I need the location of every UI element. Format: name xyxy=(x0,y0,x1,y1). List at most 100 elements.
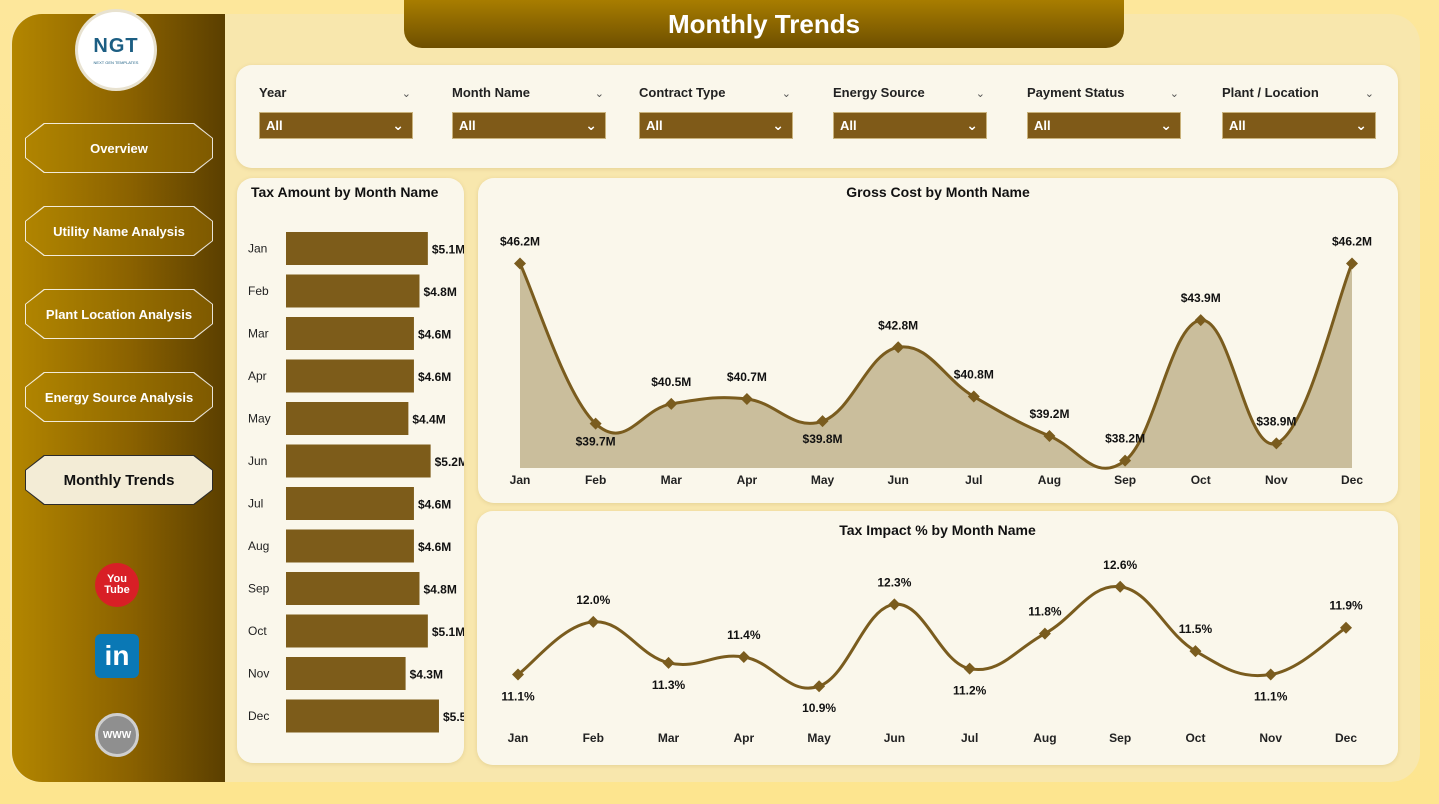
tax-amount-bar-chart: Jan $5.1M Feb $4.8M Mar $4.6M Apr $4.6M May $4.4M… xyxy=(248,232,476,733)
gross-cost-data-label: $38.9M xyxy=(1256,414,1296,428)
filter-contract-type-select[interactable]: All ⌄ xyxy=(639,112,793,139)
tax-impact-point xyxy=(737,650,750,663)
tax-impact-x-tick-label: Dec xyxy=(1335,731,1357,745)
gross-cost-data-label: $38.2M xyxy=(1105,432,1145,446)
filter-year: Year ⌄ All ⌄ xyxy=(259,85,413,139)
chevron-down-icon: ⌄ xyxy=(966,117,978,133)
website-globe-icon[interactable]: WWW xyxy=(95,713,139,757)
tax-bar-data-label: $4.3M xyxy=(410,668,443,682)
tax-bar-category-label: Sep xyxy=(248,582,270,596)
gross-cost-point xyxy=(589,417,602,430)
tax-impact-point xyxy=(587,615,600,628)
filter-plant-location-select[interactable]: All ⌄ xyxy=(1222,112,1376,139)
tax-bar xyxy=(286,232,428,265)
gross-cost-x-tick-label: May xyxy=(811,473,835,487)
nav-utility-name-analysis-label: Utility Name Analysis xyxy=(53,223,185,239)
filter-contract-type-label: Contract Type xyxy=(639,85,726,100)
gross-cost-point xyxy=(665,397,678,410)
nav-overview-label: Overview xyxy=(90,140,148,156)
filter-energy-source: Energy Source ⌄ All ⌄ xyxy=(833,85,987,139)
filter-month-name-chevron-icon[interactable]: ⌄ xyxy=(594,88,604,100)
tax-bar-category-label: Feb xyxy=(248,284,269,298)
tax-impact-x-tick-label: Feb xyxy=(583,731,604,745)
tax-bar xyxy=(286,699,439,733)
tax-impact-x-tick-label: Nov xyxy=(1259,731,1282,745)
tax-impact-point xyxy=(963,662,976,675)
gross-cost-data-label: $39.7M xyxy=(576,435,616,449)
tax-bar-category-label: May xyxy=(248,412,271,426)
tax-impact-point xyxy=(813,680,826,693)
filter-payment-status-select[interactable]: All ⌄ xyxy=(1027,112,1181,139)
tax-impact-x-tick-label: Aug xyxy=(1033,731,1056,745)
gross-cost-point xyxy=(514,257,526,270)
gross-cost-point xyxy=(1194,314,1207,327)
tax-impact-point xyxy=(888,598,901,611)
tax-bar-data-label: $5.1M xyxy=(432,625,464,639)
filter-plant-location-value: All xyxy=(1229,118,1246,133)
gross-cost-point xyxy=(892,341,905,354)
filter-plant-location-chevron-icon[interactable]: ⌄ xyxy=(1364,88,1374,100)
nav-energy-source-analysis-label: Energy Source Analysis xyxy=(44,389,194,405)
filter-year-chevron-icon[interactable]: ⌄ xyxy=(401,88,411,100)
gross-cost-point xyxy=(1043,429,1056,442)
gross-cost-data-label: $39.8M xyxy=(803,432,843,446)
tax-bar xyxy=(286,572,420,605)
nav-plant-location-analysis-button[interactable]: Plant Location Analysis xyxy=(25,289,213,339)
gross-cost-x-tick-label: Jun xyxy=(888,473,909,487)
tax-bar-category-label: Jul xyxy=(248,497,263,511)
sidebar: NGT NEXT GEN TEMPLATES Overview Utility … xyxy=(12,12,225,782)
tax-impact-data-label: 11.5% xyxy=(1179,622,1213,636)
gross-cost-point xyxy=(967,390,980,403)
tax-bar-category-label: Dec xyxy=(248,709,269,723)
filter-payment-status: Payment Status ⌄ All ⌄ xyxy=(1027,85,1181,139)
filter-month-name-value: All xyxy=(459,118,476,133)
gross-cost-point xyxy=(1119,454,1132,467)
gross-cost-point xyxy=(740,393,753,405)
filter-plant-location-label: Plant / Location xyxy=(1222,85,1319,100)
gross-cost-line xyxy=(518,262,1354,470)
youtube-icon[interactable]: You Tube xyxy=(95,563,139,607)
filter-contract-type-chevron-icon[interactable]: ⌄ xyxy=(781,88,791,100)
filter-energy-source-select[interactable]: All ⌄ xyxy=(833,112,987,139)
tax-impact-data-label: 11.1% xyxy=(501,690,535,704)
tax-bar-category-label: Mar xyxy=(248,327,269,341)
tax-bar-category-label: Apr xyxy=(248,369,267,383)
tax-bar xyxy=(286,529,414,563)
tax-impact-x-tick-label: Jan xyxy=(508,731,529,745)
tax-impact-chart-card: Tax Impact % by Month Name 11.1% Jan 12.0%… xyxy=(477,511,1398,765)
nav-monthly-trends-button[interactable]: Monthly Trends xyxy=(25,455,213,505)
company-logo[interactable]: NGT NEXT GEN TEMPLATES xyxy=(78,12,154,88)
gross-cost-data-label: $39.2M xyxy=(1029,407,1069,421)
tax-impact-x-tick-label: Jul xyxy=(961,731,978,745)
filter-year-value: All xyxy=(266,118,283,133)
tax-impact-x-tick-label: Apr xyxy=(733,731,754,745)
gross-cost-x-tick-label: Jan xyxy=(510,473,531,487)
logo-subtext: NEXT GEN TEMPLATES xyxy=(93,60,139,65)
tax-impact-data-label: 10.9% xyxy=(802,701,836,715)
gross-cost-x-tick-label: Nov xyxy=(1265,473,1288,487)
tax-bar xyxy=(286,444,431,478)
linkedin-icon[interactable]: in xyxy=(95,634,139,678)
logo-text: NGT xyxy=(93,35,139,57)
tax-impact-data-label: 11.1% xyxy=(1254,690,1288,704)
nav-overview-button[interactable]: Overview xyxy=(25,123,213,173)
tax-impact-point xyxy=(512,668,524,681)
gross-cost-data-label: $46.2M xyxy=(1332,234,1372,248)
gross-cost-x-tick-label: Dec xyxy=(1341,473,1363,487)
filter-year-select[interactable]: All ⌄ xyxy=(259,112,413,139)
chevron-down-icon: ⌄ xyxy=(1355,117,1367,133)
gross-cost-point xyxy=(816,415,829,428)
filter-energy-source-chevron-icon[interactable]: ⌄ xyxy=(975,88,985,100)
gross-cost-area xyxy=(520,263,1352,469)
chevron-down-icon: ⌄ xyxy=(585,117,597,133)
nav-utility-name-analysis-button[interactable]: Utility Name Analysis xyxy=(25,206,213,256)
nav-energy-source-analysis-button[interactable]: Energy Source Analysis xyxy=(25,372,213,422)
tax-bar-category-label: Jan xyxy=(248,242,267,256)
filter-payment-status-chevron-icon[interactable]: ⌄ xyxy=(1169,88,1179,100)
tax-impact-x-tick-label: May xyxy=(807,731,831,745)
tax-impact-point xyxy=(1114,580,1127,593)
filter-month-name: Month Name ⌄ All ⌄ xyxy=(452,85,606,139)
filter-payment-status-value: All xyxy=(1034,118,1051,133)
filter-month-name-select[interactable]: All ⌄ xyxy=(452,112,606,139)
tax-bar-data-label: $4.6M xyxy=(418,498,451,512)
